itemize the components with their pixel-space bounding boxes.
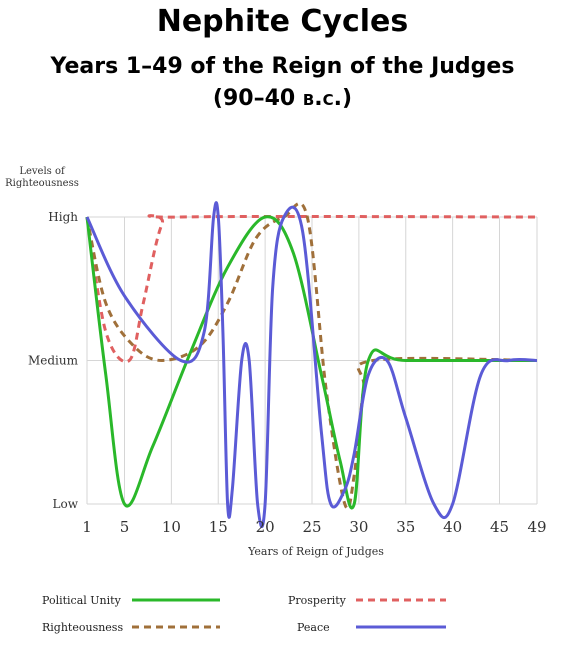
x-tick-label: 45 <box>490 518 509 536</box>
y-tick-label: Low <box>53 497 79 511</box>
legend-label: Prosperity <box>288 594 347 607</box>
x-tick-label: 49 <box>527 518 546 536</box>
series-lines <box>85 201 538 529</box>
x-tick-label: 35 <box>396 518 415 536</box>
series-line-prosperity <box>85 214 538 364</box>
x-tick-label: 40 <box>443 518 462 536</box>
x-tick-label: 15 <box>209 518 228 536</box>
legend-label: Peace <box>297 621 330 634</box>
y-axis-label-line: Righteousness <box>5 178 79 189</box>
x-tick-label: 20 <box>256 518 275 536</box>
legend-label: Righteousness <box>42 621 123 634</box>
y-tick-label: Medium <box>28 354 79 368</box>
series-line-peace <box>85 201 538 529</box>
date-range-era: b.c. <box>302 86 343 111</box>
x-tick-label: 10 <box>162 518 181 536</box>
date-range: (90–40 b.c.) <box>0 86 565 111</box>
x-tick-label: 30 <box>349 518 368 536</box>
y-tick-label: High <box>48 210 78 224</box>
x-tick-label: 1 <box>82 518 92 536</box>
x-tick-label: 25 <box>302 518 321 536</box>
y-axis-label-line: Levels of <box>19 166 66 177</box>
date-range-prefix: (90–40 <box>212 86 303 111</box>
chart-subtitle: Years 1–49 of the Reign of the Judges <box>50 54 515 79</box>
legend-label: Political Unity <box>42 594 122 607</box>
x-axis-label: Years of Reign of Judges <box>247 545 384 558</box>
series-line-righteousness <box>85 201 538 510</box>
x-tick-label: 5 <box>120 518 130 536</box>
date-range-suffix: ) <box>342 86 353 111</box>
legend: Political Unity Prosperity Righteousness Pe… <box>42 594 446 634</box>
chart-title: Nephite Cycles <box>156 4 409 39</box>
